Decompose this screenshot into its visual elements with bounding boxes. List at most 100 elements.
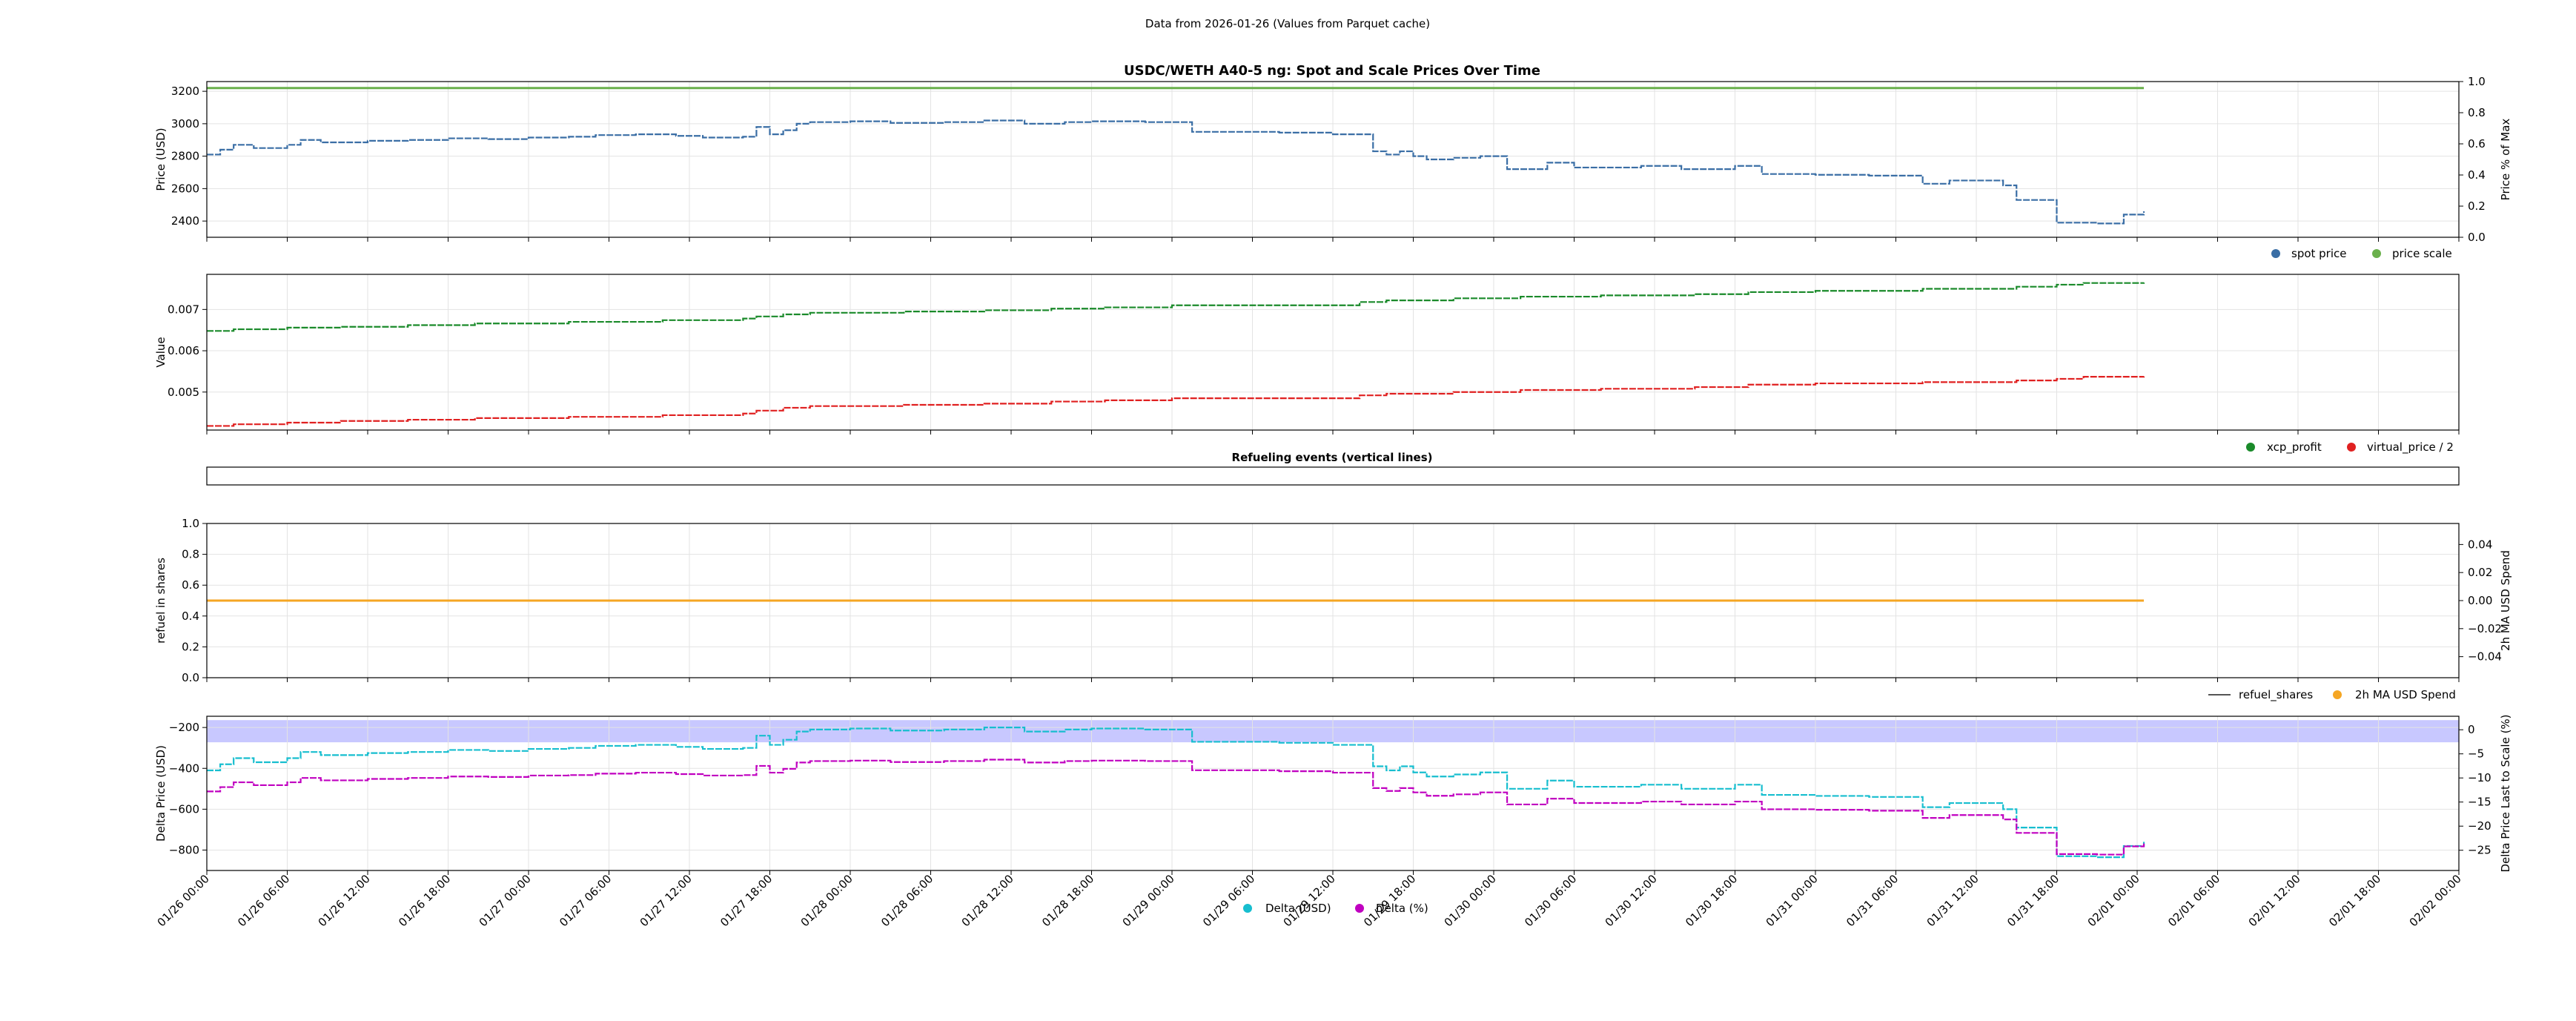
y-tick-label: 3200 — [171, 85, 199, 98]
prices-legend: spot price price scale — [2271, 247, 2452, 260]
refuel-plot-frame — [206, 523, 2460, 678]
series-delta- — [207, 759, 2145, 856]
refuel-events-title: Refueling events (vertical lines) — [1232, 451, 1433, 464]
prices-yticks: 2400 2600 2800 3000 3200 — [171, 85, 207, 228]
x-tick-label: 01/30 06:00 — [1522, 872, 1579, 929]
values-xticks — [206, 430, 2460, 434]
y-tick-label: 1.0 — [182, 517, 199, 530]
delta-series — [207, 727, 2145, 859]
delta-plot-frame — [206, 716, 2460, 871]
x-tick-label: 01/28 12:00 — [959, 872, 1016, 929]
x-tick-label: 01/28 06:00 — [878, 872, 936, 929]
refuel-xticks — [206, 678, 2460, 682]
y2-tick-label: 0.04 — [2468, 538, 2492, 551]
series-xcp-profit — [207, 282, 2145, 332]
refuel-y2label: 2h MA USD Spend — [2499, 550, 2512, 651]
legend-label-price-scale: price scale — [2392, 247, 2452, 260]
refuel-yticks: 0.0 0.2 0.4 0.6 0.8 1.0 — [182, 517, 207, 684]
x-tick-label: 02/01 12:00 — [2246, 872, 2303, 929]
legend-marker-virtual-price — [2347, 443, 2356, 452]
x-tick-label: 01/31 12:00 — [1924, 872, 1981, 929]
panel-prices: USDC/WETH A40-5 ng: Spot and Scale Price… — [154, 63, 2512, 260]
y2-tick-label: 0.4 — [2468, 168, 2486, 182]
x-tick-label: 01/29 12:00 — [1281, 872, 1338, 929]
x-tick-label: 01/31 18:00 — [2004, 872, 2062, 929]
x-tick-label: 01/29 18:00 — [1361, 872, 1418, 929]
legend-marker-delta-pct — [1355, 904, 1364, 913]
y-tick-label: 0.4 — [182, 609, 199, 623]
legend-label-xcp-profit: xcp_profit — [2267, 440, 2322, 455]
x-tick-label: 01/30 18:00 — [1683, 872, 1740, 929]
y-tick-label: 0.6 — [182, 578, 199, 592]
legend-label-virtual-price: virtual_price / 2 — [2367, 440, 2454, 455]
y-tick-label: 0.007 — [168, 303, 199, 316]
x-tick-label: 01/29 00:00 — [1120, 872, 1177, 929]
refuel-events-plot-frame — [206, 466, 2460, 486]
delta-ylabel: Delta Price (USD) — [154, 745, 168, 842]
x-tick-labels: 01/26 00:00 01/26 06:00 01/26 12:00 01/26 1… — [155, 872, 2464, 929]
x-tick-label: 01/31 00:00 — [1764, 872, 1821, 929]
x-tick-label: 01/26 06:00 — [235, 872, 292, 929]
x-tick-label: 01/26 00:00 — [155, 872, 212, 929]
values-series — [207, 282, 2145, 427]
prices-grid — [206, 82, 2460, 237]
legend-marker-delta-usd — [1243, 904, 1252, 913]
prices-title: USDC/WETH A40-5 ng: Spot and Scale Price… — [1124, 63, 1540, 79]
y2-tick-label: −20 — [2468, 819, 2491, 833]
y-tick-label: −200 — [169, 721, 199, 734]
legend-label-spot-price: spot price — [2291, 247, 2347, 260]
y-tick-label: 0.2 — [182, 640, 199, 653]
x-tick-label: 01/31 06:00 — [1844, 872, 1901, 929]
legend-marker-price-scale — [2372, 249, 2381, 258]
prices-ylabel: Price (USD) — [154, 128, 168, 191]
prices-series — [207, 87, 2145, 225]
y2-tick-label: 0.00 — [2468, 594, 2492, 607]
refuel-legend: refuel_shares 2h MA USD Spend — [2208, 688, 2456, 702]
x-tick-label: 01/27 00:00 — [477, 872, 534, 929]
y-tick-label: 0.0 — [182, 671, 199, 684]
x-tick-label: 01/27 06:00 — [557, 872, 614, 929]
legend-label-2h-ma-usd-spend: 2h MA USD Spend — [2355, 688, 2456, 701]
y2-tick-label: 0.0 — [2468, 231, 2486, 244]
prices-y2label: Price % of Max — [2499, 119, 2512, 201]
y-tick-label: 2600 — [171, 182, 199, 195]
legend-label-delta-usd: Delta (USD) — [1265, 902, 1331, 915]
y2-tick-label: 0.2 — [2468, 199, 2486, 213]
x-tick-label: 01/28 00:00 — [798, 872, 855, 929]
x-tick-label: 01/30 12:00 — [1603, 872, 1660, 929]
y-tick-label: 0.8 — [182, 548, 199, 561]
panel-values: 0.005 0.006 0.007 Value xcp_profit virtual… — [154, 274, 2460, 455]
prices-y2ticks: 0.0 0.2 0.4 0.6 0.8 1.0 — [2459, 75, 2486, 244]
refuel-ylabel: refuel in shares — [154, 558, 168, 644]
y2-tick-label: 0.02 — [2468, 566, 2492, 579]
x-tick-label: 01/26 12:00 — [316, 872, 373, 929]
y2-tick-label: 0.6 — [2468, 137, 2486, 151]
x-tick-label: 02/01 18:00 — [2326, 872, 2383, 929]
panel-refuel-events: Refueling events (vertical lines) — [206, 451, 2460, 486]
prices-xticks — [206, 237, 2460, 242]
x-tick-label: 01/29 06:00 — [1200, 872, 1257, 929]
x-tick-label: 01/27 18:00 — [718, 872, 775, 929]
y-tick-label: 2400 — [171, 214, 199, 228]
y-tick-label: 2800 — [171, 150, 199, 163]
x-tick-label: 01/28 18:00 — [1039, 872, 1096, 929]
series-delta-usd- — [207, 727, 2145, 859]
values-yticks: 0.005 0.006 0.007 — [168, 303, 207, 399]
delta-y2ticks: 0 −5 −10 −15 −20 −25 — [2459, 723, 2491, 857]
y2-tick-label: −0.02 — [2468, 622, 2502, 635]
legend-label-delta-pct: Delta (%) — [1376, 902, 1428, 915]
y-tick-label: 0.006 — [168, 344, 199, 357]
values-plot-frame — [206, 274, 2460, 431]
series-virtual-price-2 — [207, 376, 2145, 427]
legend-marker-xcp-profit — [2246, 443, 2255, 452]
x-tick-label: 02/01 06:00 — [2165, 872, 2222, 929]
legend-marker-spot-price — [2271, 249, 2280, 258]
y2-tick-label: −15 — [2468, 796, 2491, 809]
x-tick-label: 01/26 18:00 — [396, 872, 453, 929]
x-tick-label: 01/30 00:00 — [1442, 872, 1499, 929]
panel-delta: −200 −400 −600 −800 0 −5 −10 −15 −20 −25 01/26 0… — [154, 714, 2512, 929]
y2-tick-label: −5 — [2468, 747, 2484, 761]
y-tick-label: −600 — [169, 802, 199, 816]
series-spot-price — [207, 119, 2145, 225]
delta-xticks — [206, 870, 2460, 875]
